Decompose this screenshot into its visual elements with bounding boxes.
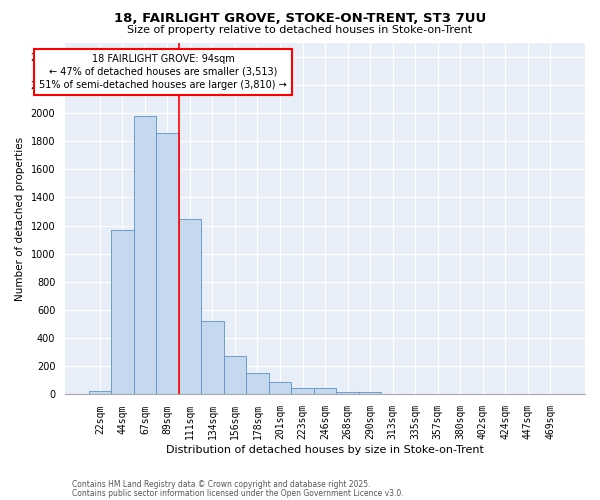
Text: Contains public sector information licensed under the Open Government Licence v3: Contains public sector information licen… [72,488,404,498]
Text: Size of property relative to detached houses in Stoke-on-Trent: Size of property relative to detached ho… [127,25,473,35]
X-axis label: Distribution of detached houses by size in Stoke-on-Trent: Distribution of detached houses by size … [166,445,484,455]
Y-axis label: Number of detached properties: Number of detached properties [15,136,25,300]
Bar [314,388,336,394]
Bar [201,322,224,394]
Text: 18 FAIRLIGHT GROVE: 94sqm
← 47% of detached houses are smaller (3,513)
51% of se: 18 FAIRLIGHT GROVE: 94sqm ← 47% of detac… [39,54,287,90]
Bar [179,219,201,394]
Text: 18, FAIRLIGHT GROVE, STOKE-ON-TRENT, ST3 7UU: 18, FAIRLIGHT GROVE, STOKE-ON-TRENT, ST3… [114,12,486,26]
Bar [246,374,269,394]
Bar [269,382,291,394]
Bar [359,392,381,394]
Bar [224,356,246,395]
Bar [89,391,111,394]
Bar [156,134,179,394]
Text: Contains HM Land Registry data © Crown copyright and database right 2025.: Contains HM Land Registry data © Crown c… [72,480,371,489]
Bar [291,388,314,394]
Bar [134,116,156,394]
Bar [336,392,359,394]
Bar [111,230,134,394]
